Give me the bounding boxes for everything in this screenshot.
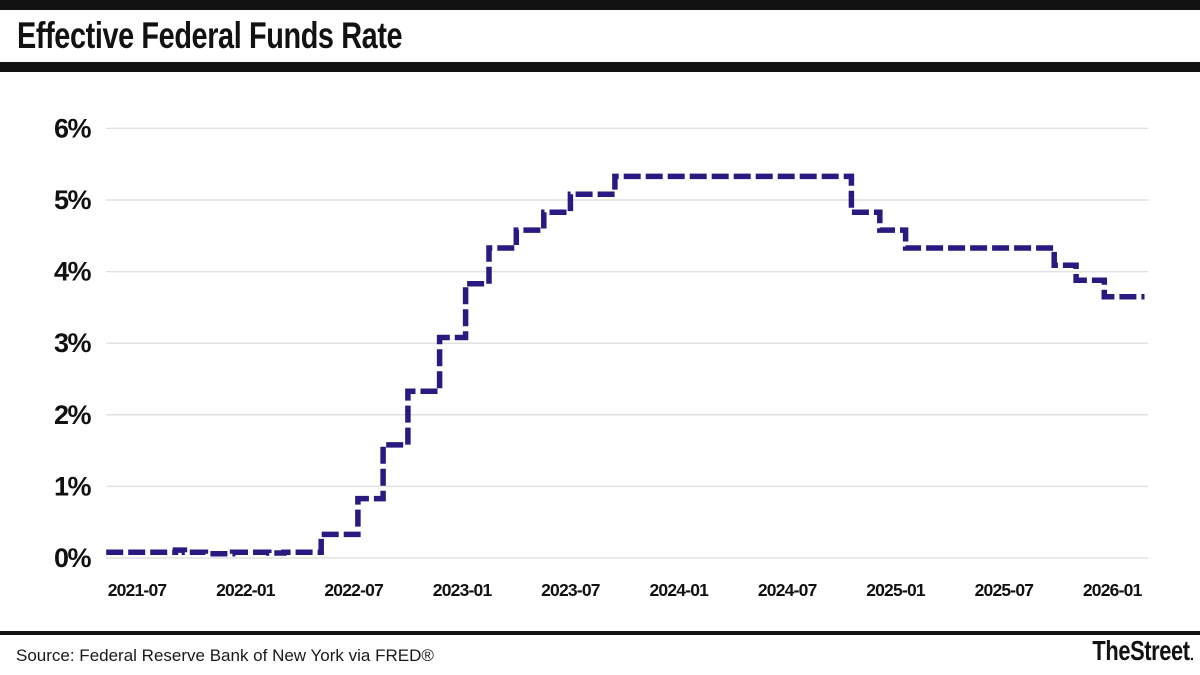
x-tick-label-2022-07: 2022-07 (324, 580, 383, 600)
x-tick-label-2026-01: 2026-01 (1083, 580, 1143, 600)
x-tick-label-2025-01: 2025-01 (866, 580, 926, 600)
brand-logo-dot: . (1189, 647, 1194, 664)
y-tick-label-3%: 3% (54, 328, 92, 358)
title-divider-bar (0, 62, 1200, 72)
x-tick-label-2025-07: 2025-07 (975, 580, 1034, 600)
x-tick-label-2024-07: 2024-07 (758, 580, 817, 600)
effr-series-line (106, 173, 1145, 557)
y-tick-label-0%: 0% (54, 543, 92, 573)
top-bar (0, 0, 1200, 10)
x-tick-label-2022-01: 2022-01 (216, 580, 276, 600)
source-credit: Source: Federal Reserve Bank of New York… (16, 646, 434, 665)
x-tick-label-2021-07: 2021-07 (108, 580, 167, 600)
brand-logo-text: TheStreet (1092, 635, 1191, 666)
y-tick-label-4%: 4% (54, 257, 92, 287)
y-tick-label-1%: 1% (54, 471, 92, 501)
y-tick-label-6%: 6% (54, 113, 92, 143)
x-tick-label-2024-01: 2024-01 (649, 580, 709, 600)
page-title-text: Effective Federal Funds Rate (17, 15, 403, 56)
footer-rule (0, 631, 1200, 635)
x-tick-label-2023-07: 2023-07 (541, 580, 600, 600)
y-tick-label-2%: 2% (54, 400, 92, 430)
y-tick-label-5%: 5% (54, 185, 92, 215)
brand-logo: TheStreet. (1065, 635, 1194, 667)
x-tick-label-2023-01: 2023-01 (433, 580, 493, 600)
page-title: Effective Federal Funds Rate (17, 15, 511, 57)
